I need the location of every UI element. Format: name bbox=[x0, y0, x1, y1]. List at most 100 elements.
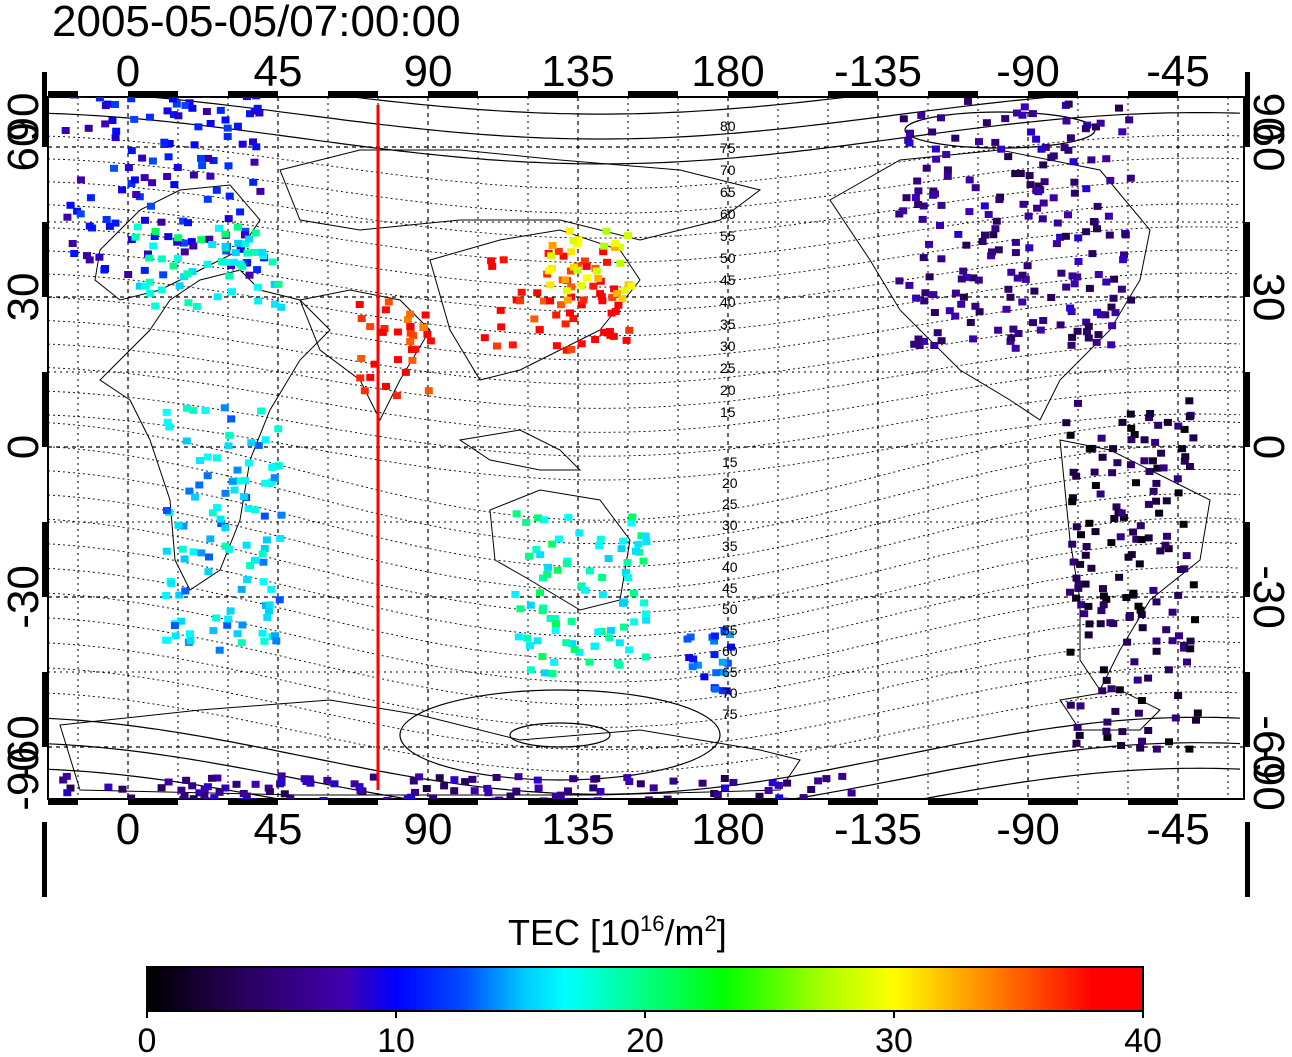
tec-cell bbox=[700, 673, 709, 681]
tec-cell bbox=[1049, 194, 1058, 202]
tec-cell bbox=[1009, 325, 1018, 333]
tec-cell bbox=[1161, 541, 1170, 549]
tec-cell bbox=[1069, 558, 1078, 566]
contour-line bbox=[48, 666, 1241, 751]
tec-cell bbox=[721, 628, 729, 636]
tec-cell bbox=[228, 477, 237, 485]
tec-cell bbox=[561, 798, 570, 799]
tec-cell bbox=[651, 846, 659, 853]
tec-cell bbox=[555, 535, 563, 543]
tec-cell bbox=[111, 219, 120, 227]
tec-cell bbox=[99, 820, 107, 827]
tec-cell bbox=[530, 833, 538, 840]
tec-cell bbox=[181, 101, 190, 109]
tec-cell bbox=[138, 154, 147, 162]
tec-cell bbox=[1165, 738, 1173, 746]
tec-cell bbox=[1156, 547, 1165, 555]
tec-cell bbox=[1075, 731, 1084, 739]
tec-cell bbox=[905, 281, 914, 289]
tec-cell bbox=[962, 241, 971, 249]
tec-cell bbox=[553, 566, 562, 574]
tec-cell bbox=[225, 272, 234, 280]
tec-cell bbox=[380, 865, 388, 872]
tec-cell bbox=[356, 787, 365, 795]
tec-cell bbox=[482, 803, 490, 810]
tec-cell bbox=[1130, 431, 1139, 438]
tec-cell bbox=[1036, 326, 1045, 334]
tec-cell bbox=[440, 782, 449, 790]
tec-cell bbox=[162, 408, 171, 416]
right-lat-tick-label: 90 bbox=[1244, 93, 1292, 142]
tec-cell bbox=[1107, 341, 1116, 349]
tec-cell bbox=[1085, 519, 1094, 527]
tec-cell bbox=[282, 859, 290, 866]
tec-cell bbox=[594, 628, 603, 636]
tec-cell bbox=[613, 289, 621, 297]
edge-bar bbox=[42, 372, 47, 447]
tec-cell bbox=[127, 97, 136, 103]
tec-cell bbox=[1070, 178, 1079, 186]
tec-cell bbox=[1124, 553, 1133, 561]
tec-cell bbox=[1152, 745, 1161, 753]
tec-cell bbox=[1140, 436, 1149, 444]
tec-cell bbox=[470, 787, 479, 795]
tec-cell bbox=[1168, 608, 1177, 616]
tec-cell bbox=[1113, 459, 1122, 467]
tec-cell bbox=[1083, 328, 1091, 336]
tec-cell bbox=[755, 792, 764, 799]
tec-cell bbox=[189, 857, 197, 864]
edge-bar bbox=[1245, 822, 1250, 897]
tec-cell bbox=[610, 243, 619, 251]
tec-cell bbox=[562, 639, 571, 647]
tec-cell bbox=[222, 258, 231, 266]
tec-cell bbox=[943, 172, 952, 180]
tec-cell bbox=[1039, 161, 1048, 169]
tec-cell bbox=[92, 804, 100, 811]
tec-cell bbox=[630, 618, 639, 626]
tec-cell bbox=[101, 120, 110, 128]
tec-cell bbox=[111, 101, 119, 108]
tec-cell bbox=[625, 646, 634, 654]
tec-cell bbox=[254, 441, 263, 449]
tec-cell bbox=[230, 258, 238, 266]
tec-cell bbox=[495, 818, 503, 825]
tec-cell bbox=[468, 775, 477, 783]
tec-cell bbox=[101, 843, 109, 850]
tec-cell bbox=[615, 661, 624, 669]
tec-cell bbox=[213, 504, 221, 512]
tec-cell bbox=[242, 541, 251, 549]
edge-bar bbox=[128, 91, 178, 96]
tec-cell bbox=[598, 297, 607, 305]
tec-cell bbox=[56, 858, 64, 865]
tec-cell bbox=[1056, 321, 1065, 329]
tec-cell bbox=[781, 866, 789, 873]
tec-cell bbox=[640, 599, 649, 607]
tec-cell bbox=[1077, 531, 1085, 539]
tec-cell bbox=[533, 289, 542, 297]
tec-cell bbox=[920, 337, 928, 345]
tec-cell bbox=[933, 329, 942, 337]
tec-cell bbox=[499, 256, 508, 264]
tec-cell bbox=[204, 849, 212, 856]
tec-cell bbox=[930, 309, 939, 316]
tec-cell bbox=[1080, 610, 1089, 618]
tec-cell bbox=[476, 861, 484, 868]
tec-cell bbox=[1002, 305, 1011, 313]
tec-cell bbox=[1052, 240, 1061, 248]
tec-cell bbox=[179, 217, 188, 225]
tec-cell bbox=[147, 834, 155, 841]
tec-cell bbox=[482, 821, 490, 828]
tec-cell bbox=[719, 668, 727, 676]
tec-cell bbox=[359, 869, 367, 876]
colorbar-tick-label: 30 bbox=[875, 1022, 913, 1057]
tec-cell bbox=[1084, 322, 1093, 330]
top-lon-tick-label: 0 bbox=[116, 47, 140, 96]
tec-cell bbox=[324, 807, 332, 814]
tec-cell bbox=[188, 67, 196, 74]
tec-cell bbox=[267, 585, 276, 593]
tec-cell bbox=[175, 282, 184, 290]
tec-cell bbox=[495, 810, 503, 817]
tec-cell bbox=[822, 872, 830, 879]
tec-cell bbox=[1088, 250, 1097, 258]
